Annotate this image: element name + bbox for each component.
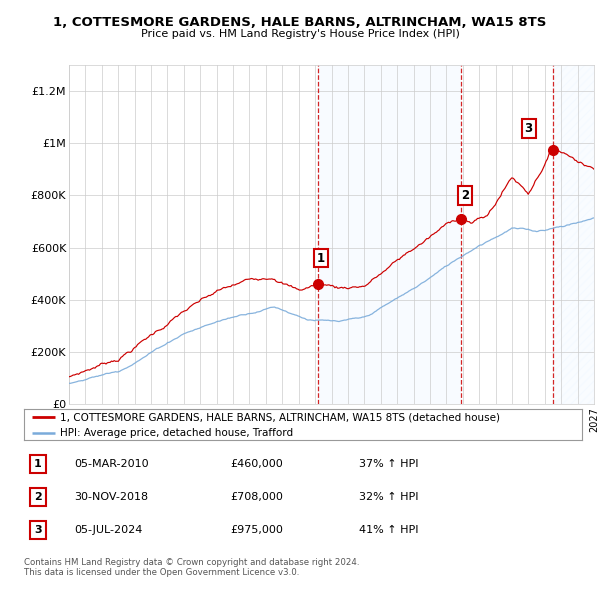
Text: 32% ↑ HPI: 32% ↑ HPI: [359, 492, 418, 502]
Text: 3: 3: [34, 525, 42, 535]
Text: 30-NOV-2018: 30-NOV-2018: [74, 492, 148, 502]
Bar: [318, 65, 461, 404]
Text: 1, COTTESMORE GARDENS, HALE BARNS, ALTRINCHAM, WA15 8TS: 1, COTTESMORE GARDENS, HALE BARNS, ALTRI…: [53, 16, 547, 29]
Text: 37% ↑ HPI: 37% ↑ HPI: [359, 459, 418, 469]
Text: £708,000: £708,000: [230, 492, 283, 502]
Text: 2: 2: [461, 189, 469, 202]
Text: 1: 1: [317, 251, 325, 264]
Text: Contains HM Land Registry data © Crown copyright and database right 2024.
This d: Contains HM Land Registry data © Crown c…: [24, 558, 359, 577]
Text: HPI: Average price, detached house, Trafford: HPI: Average price, detached house, Traf…: [60, 428, 293, 438]
Text: 05-JUL-2024: 05-JUL-2024: [74, 525, 143, 535]
Text: 1, COTTESMORE GARDENS, HALE BARNS, ALTRINCHAM, WA15 8TS (detached house): 1, COTTESMORE GARDENS, HALE BARNS, ALTRI…: [60, 412, 500, 422]
Text: £975,000: £975,000: [230, 525, 283, 535]
Text: 05-MAR-2010: 05-MAR-2010: [74, 459, 149, 469]
Text: Price paid vs. HM Land Registry's House Price Index (HPI): Price paid vs. HM Land Registry's House …: [140, 29, 460, 38]
Text: 2: 2: [34, 492, 42, 502]
Text: 1: 1: [34, 459, 42, 469]
Text: £460,000: £460,000: [230, 459, 283, 469]
Text: 3: 3: [524, 122, 533, 135]
Bar: [553, 65, 594, 404]
Text: 41% ↑ HPI: 41% ↑ HPI: [359, 525, 418, 535]
